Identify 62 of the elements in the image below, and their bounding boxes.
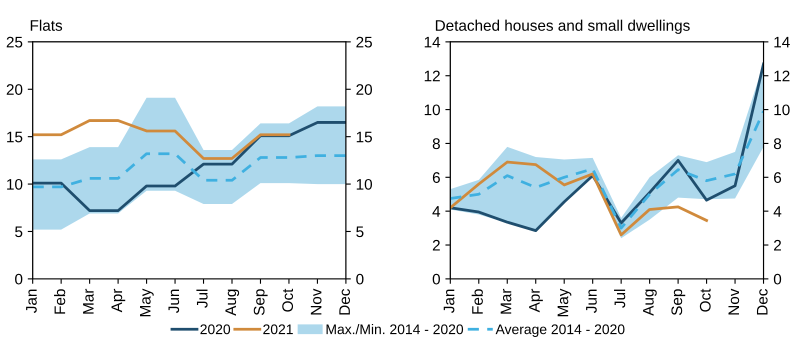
y2-tick-label: 10 bbox=[774, 104, 790, 116]
x-tick-label: Feb bbox=[472, 289, 483, 314]
y2-tick-label: 0 bbox=[356, 274, 364, 285]
y2-tick-label: 15 bbox=[356, 132, 372, 142]
y2-tick-label: 8 bbox=[774, 138, 782, 150]
x-tick-label: May bbox=[558, 288, 572, 316]
y-tick-label: 0 bbox=[15, 274, 22, 285]
y-tick-label: 5 bbox=[15, 226, 22, 238]
x-tick-label: Apr bbox=[112, 288, 126, 312]
x-tick-label: Jan bbox=[444, 290, 454, 313]
x-tick-label: Jul bbox=[614, 290, 626, 308]
y2-tick-label: 4 bbox=[774, 206, 782, 217]
legend-label: 2021 bbox=[263, 324, 293, 334]
y-tick-label: 2 bbox=[432, 240, 440, 251]
y-tick-label: 12 bbox=[424, 70, 440, 82]
chart-title: Flats bbox=[30, 20, 62, 31]
y2-tick-label: 6 bbox=[774, 172, 782, 183]
line-series bbox=[450, 110, 764, 230]
x-tick-label: Sep bbox=[671, 289, 686, 316]
y2-tick-label: 20 bbox=[356, 84, 372, 95]
y-tick-label: 15 bbox=[7, 132, 22, 142]
legend-label: Max./Min. 2014 - 2020 bbox=[326, 324, 464, 334]
legend-label: Average 2014 - 2020 bbox=[496, 324, 624, 337]
y2-tick-label: 25 bbox=[356, 36, 372, 48]
x-tick-label: Nov bbox=[310, 288, 322, 315]
x-tick-label: Apr bbox=[529, 288, 543, 312]
x-tick-label: Jul bbox=[196, 290, 208, 308]
x-tick-label: Jan bbox=[26, 290, 37, 313]
x-tick-label: Aug bbox=[225, 290, 240, 316]
y-tick-label: 14 bbox=[424, 36, 440, 48]
line-series bbox=[32, 152, 346, 188]
y2-tick-label: 2 bbox=[774, 240, 781, 251]
chart-title: Detached houses and small dwellings bbox=[436, 20, 690, 34]
x-tick-label: Jun bbox=[586, 290, 597, 313]
y-tick-label: 10 bbox=[7, 178, 22, 190]
x-tick-label: Dec bbox=[339, 289, 350, 315]
y-tick-label: 25 bbox=[6, 36, 22, 48]
x-tick-label: Jun bbox=[168, 290, 180, 313]
y2-tick-label: 0 bbox=[774, 274, 782, 285]
x-tick-label: Sep bbox=[254, 289, 268, 316]
y2-tick-label: 14 bbox=[774, 36, 790, 48]
x-tick-label: Feb bbox=[54, 289, 66, 314]
y-tick-label: 0 bbox=[432, 274, 440, 285]
y-tick-label: 4 bbox=[432, 206, 440, 217]
y2-tick-label: 10 bbox=[356, 178, 372, 190]
y-tick-label: 8 bbox=[432, 138, 440, 150]
x-tick-label: Mar bbox=[500, 288, 512, 314]
line-series bbox=[450, 160, 708, 236]
x-tick-label: Dec bbox=[756, 289, 768, 315]
y2-tick-label: 12 bbox=[774, 70, 790, 82]
x-tick-label: Aug bbox=[643, 290, 657, 316]
legend-label: 2020 bbox=[200, 324, 230, 334]
x-tick-label: May bbox=[140, 288, 154, 316]
x-tick-label: Nov bbox=[728, 288, 740, 315]
x-tick-label: Oct bbox=[282, 288, 294, 312]
y-tick-label: 20 bbox=[6, 84, 22, 95]
y-tick-label: 6 bbox=[432, 172, 440, 183]
line-series bbox=[32, 119, 290, 160]
y-tick-label: 10 bbox=[424, 104, 440, 116]
x-tick-label: Oct bbox=[700, 288, 711, 312]
x-tick-label: Mar bbox=[83, 288, 94, 314]
y2-tick-label: 5 bbox=[356, 226, 364, 238]
